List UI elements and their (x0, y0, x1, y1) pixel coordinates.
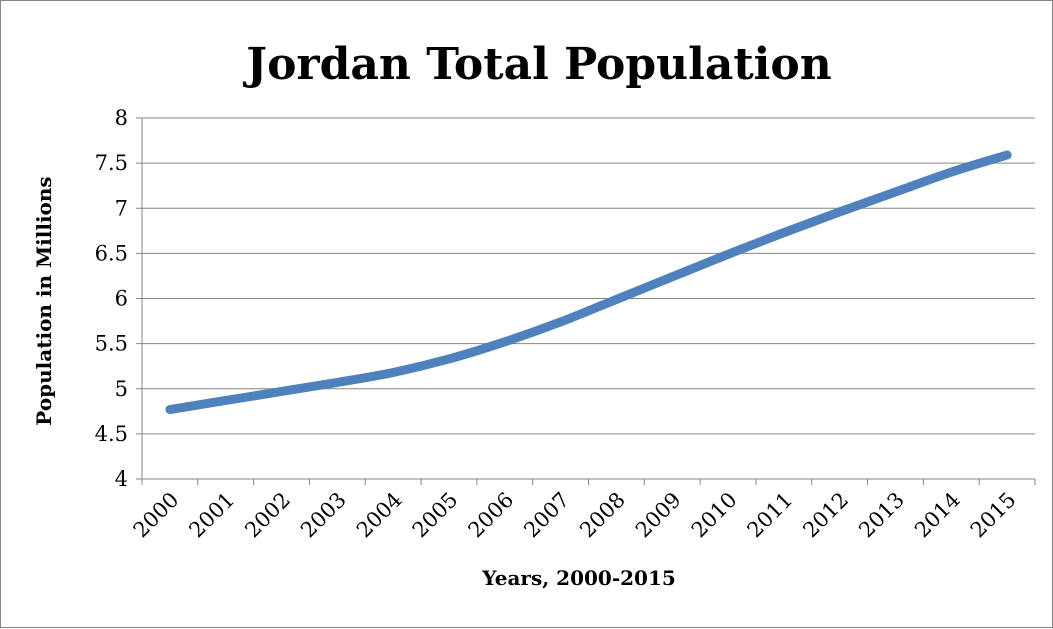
y-tick-label: 5.5 (95, 332, 128, 356)
chart-title: Jordan Total Population (242, 39, 831, 90)
x-tick-label: 2010 (687, 488, 742, 543)
y-tick-label: 7 (115, 196, 128, 220)
x-tick-label: 2008 (575, 488, 630, 543)
series-group (170, 155, 1007, 410)
x-tick-label: 2012 (798, 488, 853, 543)
x-tick-label: 2003 (296, 488, 351, 543)
x-tick-label: 2001 (184, 488, 239, 543)
x-axis-title: Years, 2000-2015 (481, 566, 676, 590)
x-tick-label: 2015 (966, 488, 1021, 543)
x-tick-label: 2006 (464, 488, 519, 543)
x-tick-label: 2013 (854, 488, 909, 543)
x-tick-label: 2011 (743, 488, 798, 543)
axes (136, 118, 1035, 485)
y-axis-title: Population in Millions (32, 176, 56, 425)
x-tick-label: 2014 (910, 488, 965, 543)
y-axis-ticks: 4 4.5 5 5.5 6 6.5 7 7.5 8 (95, 106, 128, 491)
y-tick-label: 4 (115, 467, 128, 491)
y-tick-label: 6 (115, 287, 128, 311)
gridlines (142, 118, 1035, 434)
x-tick-label: 2007 (519, 488, 574, 543)
y-tick-label: 6.5 (95, 241, 128, 265)
x-tick-label: 2004 (352, 488, 407, 543)
y-tick-label: 8 (115, 106, 128, 130)
x-tick-label: 2000 (129, 488, 184, 543)
y-tick-label: 4.5 (95, 422, 128, 446)
x-tick-label: 2005 (408, 488, 463, 543)
y-tick-label: 5 (115, 377, 128, 401)
x-tick-label: 2009 (631, 488, 686, 543)
y-tick-label: 7.5 (95, 151, 128, 175)
series-line (170, 155, 1007, 410)
x-tick-label: 2002 (240, 488, 295, 543)
